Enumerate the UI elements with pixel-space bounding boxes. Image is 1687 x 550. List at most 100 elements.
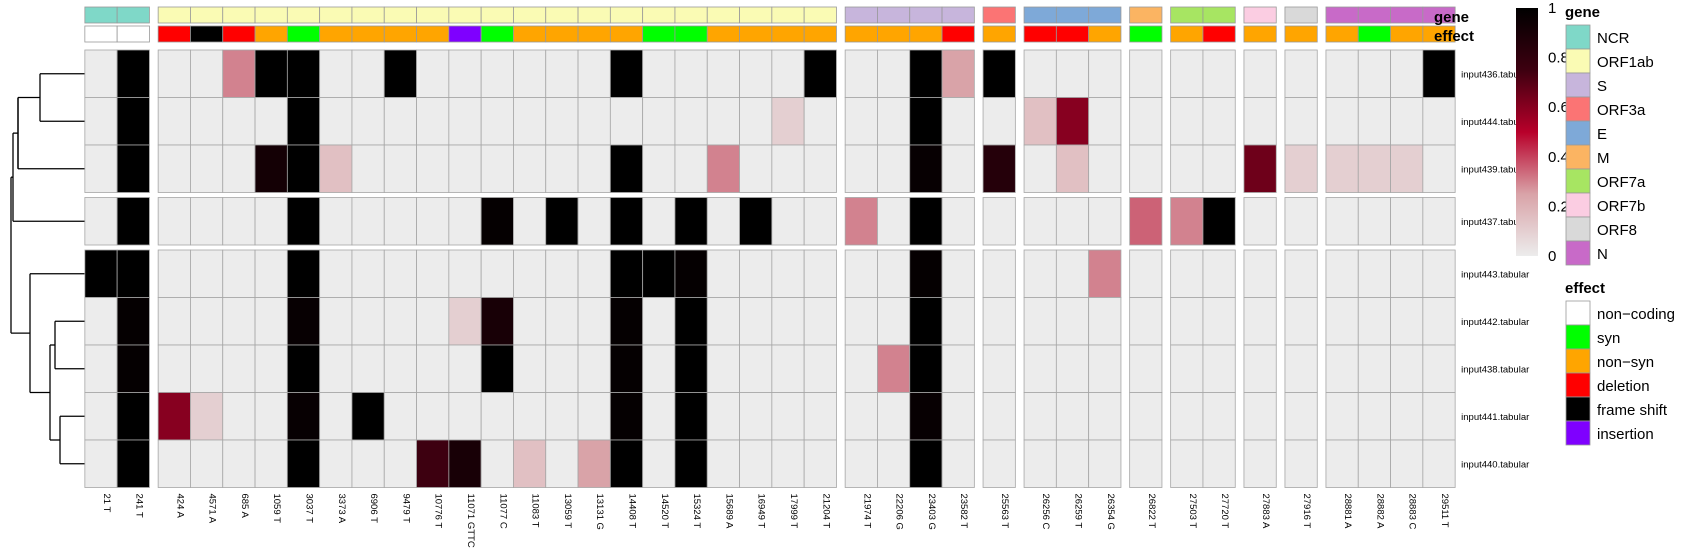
heatmap-cell [448, 49, 482, 98]
heatmap-cell [190, 49, 224, 98]
heatmap-cell [909, 97, 943, 146]
heatmap-cell [84, 439, 118, 488]
row-label: input438.tabular [1461, 364, 1529, 375]
heatmap-cell [448, 392, 482, 441]
heatmap-cell [84, 144, 118, 193]
row-label: input436.tabular [1461, 69, 1529, 80]
heatmap-cell [674, 197, 708, 246]
gene-annotation-cell [254, 6, 288, 24]
heatmap-cell [1170, 97, 1204, 146]
heatmap-cell [286, 297, 321, 346]
heatmap-cell [480, 297, 514, 346]
heatmap-cell [1055, 197, 1090, 246]
color-scale-tick: 0.4 [1548, 149, 1569, 166]
heatmap-cell [1129, 439, 1163, 488]
heatmap-cell [1023, 344, 1057, 393]
heatmap-cell [319, 392, 353, 441]
heatmap-cell [1357, 249, 1391, 298]
heatmap-cell [803, 392, 837, 441]
color-scale-tick: 0.8 [1548, 50, 1569, 67]
heatmap-cell [1357, 344, 1391, 393]
heatmap-cell [84, 249, 118, 298]
gene-annotation-cell [1243, 6, 1277, 24]
heatmap-cell [222, 144, 256, 193]
effect-annotation-cell [157, 25, 191, 43]
heatmap-cell [254, 344, 288, 393]
effect-annotation-cell [642, 25, 676, 43]
column-label: 27883 A [1260, 494, 1271, 530]
gene-legend-swatch [1565, 96, 1591, 122]
gene-annotation-cell [877, 6, 911, 24]
heatmap-cell [1284, 439, 1318, 488]
heatmap-cell [982, 392, 1016, 441]
heatmap-cell [480, 144, 514, 193]
heatmap-cell [642, 344, 676, 393]
heatmap-cell [254, 297, 288, 346]
heatmap-cell [1422, 392, 1456, 441]
heatmap-cell [84, 49, 118, 98]
heatmap-cell [803, 144, 837, 193]
heatmap-cell [982, 197, 1016, 246]
heatmap-cell [1170, 49, 1204, 98]
heatmap-cell [771, 439, 805, 488]
heatmap-cell [513, 144, 547, 193]
heatmap-cell [739, 144, 773, 193]
gene-annotation-cell [1284, 6, 1318, 24]
gene-legend-label: E [1597, 126, 1607, 143]
heatmap-cell [674, 297, 708, 346]
heatmap-cell [222, 344, 256, 393]
heatmap-cell [609, 197, 644, 246]
gene-legend-swatch [1565, 72, 1591, 98]
column-labels: 21 T 241 T 424 A 4571 A 685 A 1059 T 3037 T 337… [101, 494, 1450, 548]
gene-annotation-cell [803, 6, 837, 24]
heatmap-cell [1088, 439, 1122, 488]
heatmap-cell [351, 344, 385, 393]
heatmap-cell [909, 249, 943, 298]
heatmap-cell [1357, 49, 1391, 98]
effect-annotation-cell [1243, 25, 1277, 43]
heatmap-cell [1422, 97, 1456, 146]
column-label: 11083 T [530, 494, 541, 528]
gene-legend-label: M [1597, 150, 1610, 167]
heatmap-cell [877, 49, 911, 98]
heatmap-cell [771, 49, 805, 98]
heatmap-cell [480, 439, 514, 488]
heatmap-cell [674, 97, 708, 146]
effect-annotation-cell [480, 25, 514, 43]
effect-annotation-cell [254, 25, 288, 43]
heatmap-cell [1170, 439, 1204, 488]
effect-annotation-cell [877, 25, 911, 43]
heatmap-cell [513, 439, 547, 488]
heatmap-cell [609, 249, 644, 298]
column-label: 22206 G [894, 494, 905, 530]
heatmap-cell [909, 297, 943, 346]
heatmap-cell [84, 392, 118, 441]
heatmap-cell [116, 97, 150, 146]
column-label: 424 A [174, 494, 185, 519]
heatmap-cell [1055, 49, 1090, 98]
gene-legend-swatch [1565, 192, 1591, 218]
effect-annotation-cell [771, 25, 805, 43]
heatmap-cell [941, 439, 975, 488]
heatmap-cell [1422, 439, 1456, 488]
heatmap-cell [1357, 439, 1391, 488]
row-label: input441.tabular [1461, 412, 1529, 423]
row-label: input442.tabular [1461, 317, 1529, 328]
effect-legend-label: non−coding [1597, 306, 1675, 323]
heatmap-cell [351, 297, 385, 346]
heatmap-cell [642, 97, 676, 146]
heatmap-cell [190, 97, 224, 146]
effect-annotation-cell [941, 25, 975, 43]
gene-annotation-cell [706, 6, 740, 24]
heatmap-cell [941, 49, 975, 98]
heatmap-cell [642, 249, 676, 298]
heatmap-cell [609, 97, 644, 146]
column-label: 14408 T [627, 494, 638, 529]
heatmap-cell [1390, 144, 1424, 193]
heatmap-cell [1129, 392, 1163, 441]
heatmap-cell [190, 439, 224, 488]
heatmap-cell [642, 297, 676, 346]
heatmap-cell [448, 249, 482, 298]
heatmap-cell [513, 49, 547, 98]
heatmap-cell [190, 344, 224, 393]
